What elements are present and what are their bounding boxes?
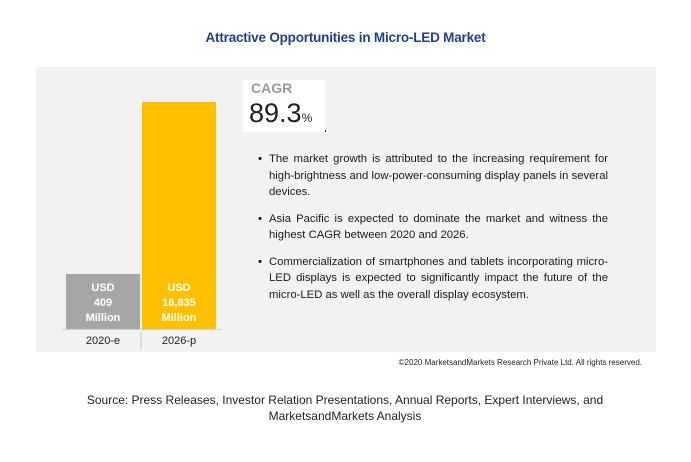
category-label: 2020-e xyxy=(86,335,120,347)
bullet-text: Asia Pacific is expected to dominate the… xyxy=(269,212,608,242)
bullet-marker: ▪ xyxy=(258,153,263,165)
bullet-marker: ▪ xyxy=(258,212,263,225)
cagr-value: 89.3% xyxy=(249,98,312,129)
copyright-note: ©2020 MarketsandMarkets Research Private… xyxy=(398,358,642,367)
data-label: USD xyxy=(167,282,190,294)
data-label: Million xyxy=(86,312,121,324)
source-note: Source: Press Releases, Investor Relatio… xyxy=(86,393,604,423)
bar-2026-p xyxy=(142,102,216,329)
bullet-text: The market growth is attributed to the i… xyxy=(269,153,608,198)
bullet-item: ▪ Asia Pacific is expected to dominate t… xyxy=(258,211,608,244)
data-label: Million xyxy=(162,312,197,324)
chart-title: Attractive Opportunities in Micro-LED Ma… xyxy=(205,30,486,45)
bar-chart: USD 409 Million 2020-e USD 18,835 Million 2026-… xyxy=(62,102,326,349)
bullet-marker: ▪ xyxy=(258,255,263,268)
cagr-box xyxy=(243,80,325,132)
cagr-number: 89.3 xyxy=(249,98,302,128)
bullet-text: Commercialization of smartphones and tab… xyxy=(269,255,608,301)
bar-2020-e xyxy=(66,274,140,329)
category-label: 2026-p xyxy=(162,335,196,347)
bullet-item: ▪ Commercialization of smartphones and t… xyxy=(258,254,608,304)
bullet-item: ▪ The market growth is attributed to the… xyxy=(258,151,608,201)
chart-panel: USD 409 Million 2020-e USD 18,835 Million 2026-… xyxy=(36,67,656,352)
data-label: 18,835 xyxy=(162,297,196,309)
data-label: USD xyxy=(91,282,114,294)
data-label: 409 xyxy=(94,297,112,309)
cagr-unit: % xyxy=(301,111,313,125)
bullet-list: ▪ The market growth is attributed to the… xyxy=(258,151,608,313)
cagr-label: CAGR xyxy=(251,80,293,96)
